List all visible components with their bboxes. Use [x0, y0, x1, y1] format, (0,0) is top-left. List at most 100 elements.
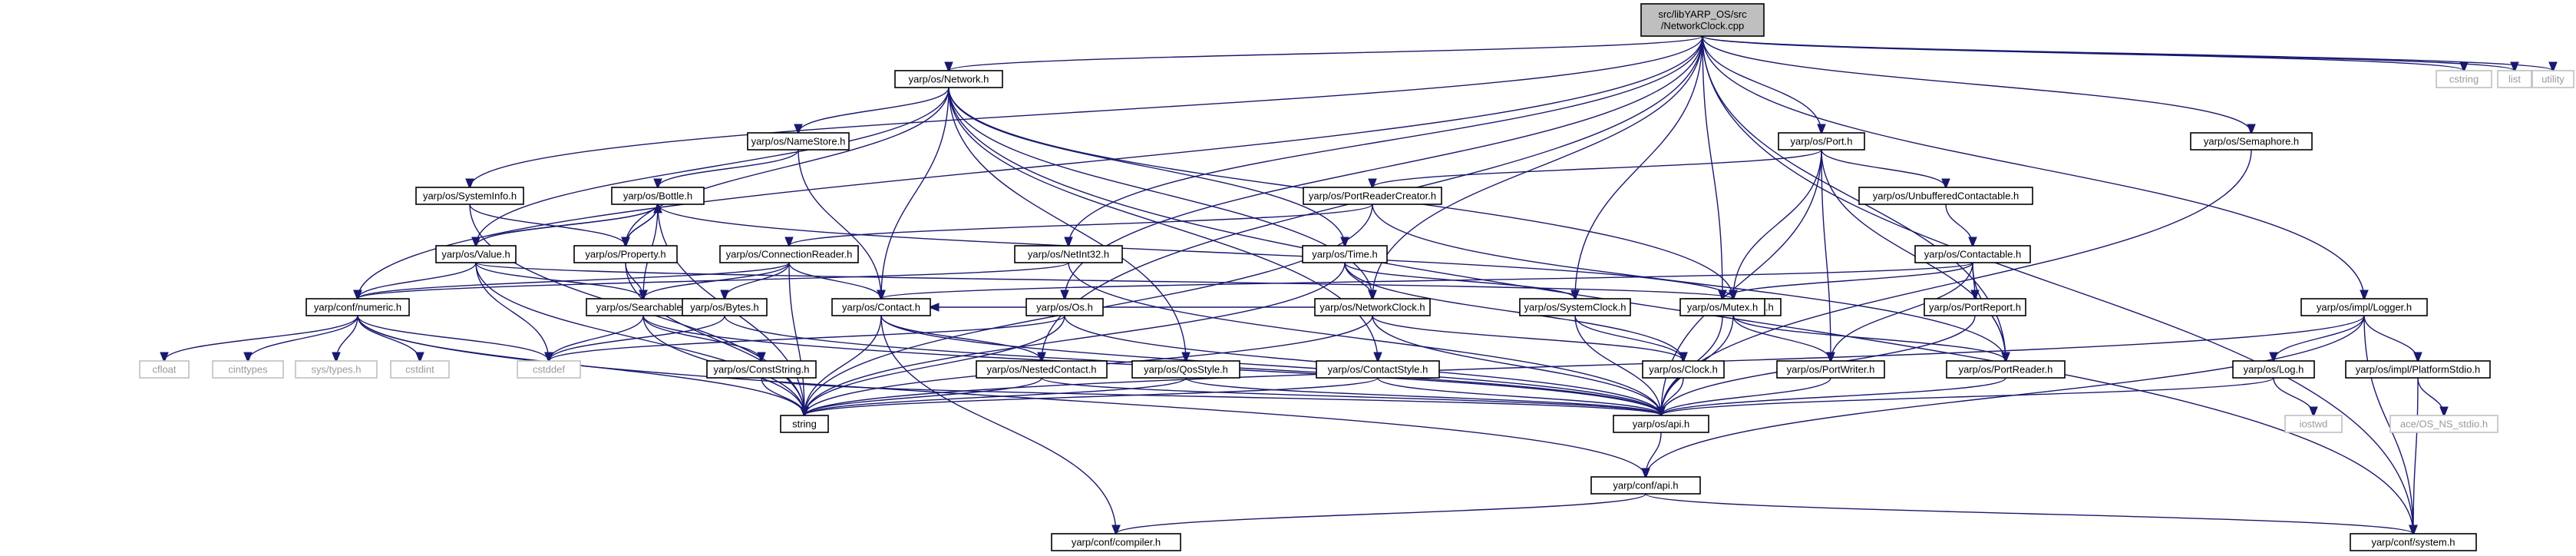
node-root[interactable]: src/libYARP_OS/src/NetworkClock.cpp — [1640, 3, 1765, 37]
node-network_h[interactable]: yarp/os/Network.h — [894, 70, 1003, 88]
node-label-aceOsNsStdio_h: ace/OS_NS_stdio.h — [2400, 419, 2488, 430]
edge-portReaderCreator_h-to-connectionReader_h — [789, 204, 1373, 246]
edge-root-to-networkClock_h — [1372, 35, 1703, 299]
node-searchable_h[interactable]: yarp/os/Searchable.h — [586, 298, 701, 316]
edge-logger_h-to-confSystem_h — [2363, 315, 2413, 534]
node-cstddef[interactable]: cstddef — [517, 360, 581, 379]
edge-network_h-to-qosStyle_h — [948, 87, 1186, 361]
edge-numeric_h-to-cstdint — [357, 315, 420, 361]
node-systemClock_h[interactable]: yarp/os/SystemClock.h — [1519, 298, 1631, 316]
node-label-cstring: cstring — [2449, 74, 2479, 85]
edge-searchable_h-to-constString_h — [642, 315, 761, 361]
node-platformStdio_h[interactable]: yarp/os/impl/PlatformStdio.h — [2345, 360, 2491, 379]
edge-bytes_h-to-cstddef — [549, 315, 725, 361]
edge-portable_h-to-portReader_h — [1732, 315, 2006, 361]
edge-numeric_h-to-cinttypes — [248, 315, 358, 361]
edge-api_h-to-confApi_h — [1646, 432, 1662, 477]
node-numeric_h[interactable]: yarp/conf/numeric.h — [305, 298, 410, 316]
node-box-connectionReader_h — [719, 245, 859, 263]
node-connectionReader_h[interactable]: yarp/os/ConnectionReader.h — [719, 245, 859, 263]
node-label-systemInfo_h: yarp/os/SystemInfo.h — [423, 190, 517, 202]
node-label-nestedContact_h: yarp/os/NestedContact.h — [986, 364, 1096, 376]
node-label-contactable_h: yarp/os/Contactable.h — [1924, 249, 2021, 260]
node-sysTypes_h[interactable]: sys/types.h — [295, 360, 378, 379]
node-unbufferedContactable_h[interactable]: yarp/os/UnbufferedContactable.h — [1858, 187, 2033, 205]
node-label-port_h: yarp/os/Port.h — [1791, 136, 1853, 147]
node-box-cinttypes — [212, 360, 284, 379]
edge-port_h-to-portWriter_h — [1821, 149, 1831, 361]
node-label-clock_h: yarp/os/Clock.h — [1649, 364, 1718, 376]
edge-numeric_h-to-cfloat — [164, 315, 358, 361]
node-aceOsNsStdio_h[interactable]: ace/OS_NS_stdio.h — [2389, 415, 2498, 433]
edge-root-to-systemClock_h — [1575, 35, 1703, 299]
node-label-portReader_h: yarp/os/PortReader.h — [1959, 364, 2053, 376]
edge-network_h-to-time_h — [948, 87, 1345, 246]
node-api_h[interactable]: yarp/os/api.h — [1613, 415, 1709, 433]
node-systemInfo_h[interactable]: yarp/os/SystemInfo.h — [415, 187, 524, 205]
edge-systemClock_h-to-api_h — [1574, 315, 1661, 415]
node-utility[interactable]: utility — [2531, 70, 2574, 88]
node-bottle_h[interactable]: yarp/os/Bottle.h — [611, 187, 705, 205]
node-cstdint[interactable]: cstdint — [390, 360, 450, 379]
node-value_h[interactable]: yarp/os/Value.h — [435, 245, 517, 263]
node-label-sysTypes_h: sys/types.h — [311, 364, 361, 376]
node-compiler_h[interactable]: yarp/conf/compiler.h — [1051, 533, 1181, 551]
edge-root-to-mutex_h — [1702, 35, 1722, 299]
node-string[interactable]: string — [780, 415, 829, 433]
node-qosStyle_h[interactable]: yarp/os/QosStyle.h — [1131, 360, 1240, 379]
node-contactable_h[interactable]: yarp/os/Contactable.h — [1914, 245, 2031, 263]
node-portWriter_h[interactable]: yarp/os/PortWriter.h — [1776, 360, 1885, 379]
node-label-cstdint: cstdint — [405, 364, 434, 376]
edge-networkClock_h-to-api_h — [1372, 315, 1661, 415]
edge-platformStdio_h-to-confSystem_h — [2413, 377, 2419, 534]
node-iostwd[interactable]: iostwd — [2284, 415, 2343, 433]
edge-root-to-port_h — [1702, 35, 1821, 133]
node-os_h[interactable]: yarp/os/Os.h — [1025, 298, 1104, 316]
include-nodes: src/libYARP_OS/src/NetworkClock.cpp yarp/… — [139, 3, 2574, 551]
node-property_h[interactable]: yarp/os/Property.h — [573, 245, 678, 263]
node-label-list: list — [2508, 74, 2521, 85]
node-cinttypes[interactable]: cinttypes — [212, 360, 284, 379]
node-cstring[interactable]: cstring — [2436, 70, 2492, 88]
edge-root-to-systemInfo_h — [470, 35, 1703, 187]
node-cfloat[interactable]: cfloat — [139, 360, 190, 379]
node-log_h[interactable]: yarp/os/Log.h — [2232, 360, 2315, 379]
edge-network_h-to-contactStyle_h — [948, 87, 1378, 361]
node-mutex_h[interactable]: yarp/os/Mutex.h — [1679, 298, 1765, 316]
node-box-property_h — [573, 245, 678, 263]
node-time_h[interactable]: yarp/os/Time.h — [1302, 245, 1388, 263]
edge-root-to-semaphore_h — [1702, 35, 2251, 133]
node-semaphore_h[interactable]: yarp/os/Semaphore.h — [2190, 132, 2313, 151]
node-box-nestedContact_h — [976, 360, 1108, 379]
node-portReaderCreator_h[interactable]: yarp/os/PortReaderCreator.h — [1303, 187, 1442, 205]
node-portReader_h[interactable]: yarp/os/PortReader.h — [1946, 360, 2066, 379]
node-clock_h[interactable]: yarp/os/Clock.h — [1642, 360, 1725, 379]
node-box-api_h — [1613, 415, 1709, 433]
node-bytes_h[interactable]: yarp/os/Bytes.h — [682, 298, 768, 316]
node-logger_h[interactable]: yarp/os/impl/Logger.h — [2300, 298, 2428, 316]
node-label-platformStdio_h: yarp/os/impl/PlatformStdio.h — [2356, 364, 2481, 376]
node-networkClock_h[interactable]: yarp/os/NetworkClock.h — [1314, 298, 1431, 316]
node-contactStyle_h[interactable]: yarp/os/ContactStyle.h — [1316, 360, 1440, 379]
node-box-network_h — [894, 70, 1003, 88]
edge-constString_h-to-api_h — [761, 377, 1661, 415]
node-box-bytes_h — [682, 298, 768, 316]
node-label-contactStyle_h: yarp/os/ContactStyle.h — [1328, 364, 1428, 376]
node-contact_h[interactable]: yarp/os/Contact.h — [831, 298, 931, 316]
node-nestedContact_h[interactable]: yarp/os/NestedContact.h — [976, 360, 1108, 379]
node-nameStore_h[interactable]: yarp/os/NameStore.h — [747, 132, 850, 151]
node-confSystem_h[interactable]: yarp/conf/system.h — [2350, 533, 2477, 551]
node-label-nameStore_h: yarp/os/NameStore.h — [751, 136, 846, 147]
node-list[interactable]: list — [2497, 70, 2532, 88]
edge-contactStyle_h-to-string — [804, 377, 1379, 415]
edge-connectionReader_h-to-bytes_h — [725, 262, 790, 299]
node-constString_h[interactable]: yarp/os/ConstString.h — [706, 360, 817, 379]
edge-qosStyle_h-to-api_h — [1185, 377, 1661, 415]
edge-contactable_h-to-contact_h — [881, 262, 1973, 299]
edge-port_h-to-portable_h — [1733, 149, 1822, 299]
node-netInt32_h[interactable]: yarp/os/NetInt32.h — [1014, 245, 1123, 263]
node-port_h[interactable]: yarp/os/Port.h — [1778, 132, 1865, 151]
node-confApi_h[interactable]: yarp/conf/api.h — [1590, 476, 1701, 495]
node-label-string: string — [792, 419, 817, 430]
node-portReport_h[interactable]: yarp/os/PortReport.h — [1924, 298, 2026, 316]
